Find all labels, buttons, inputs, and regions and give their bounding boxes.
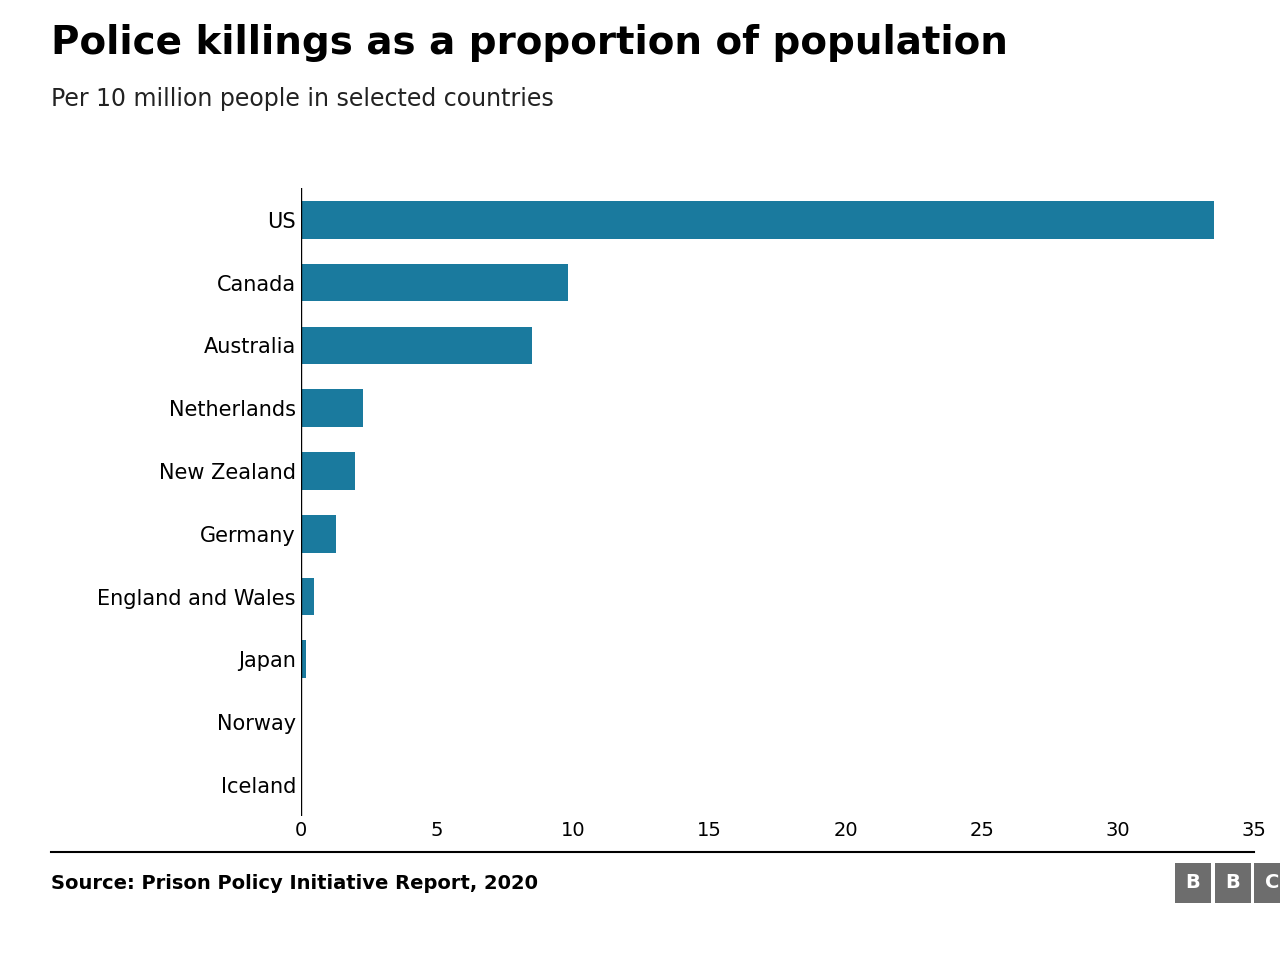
Bar	[301, 264, 568, 301]
Bar	[301, 201, 1213, 239]
Bar	[301, 578, 315, 615]
Bar	[301, 640, 306, 678]
Text: B: B	[1225, 873, 1240, 893]
Text: B: B	[1185, 873, 1201, 893]
Bar	[301, 515, 337, 553]
Text: Source: Prison Policy Initiative Report, 2020: Source: Prison Policy Initiative Report,…	[51, 874, 538, 894]
Text: Police killings as a proportion of population: Police killings as a proportion of popul…	[51, 24, 1009, 62]
Bar	[301, 327, 532, 364]
Text: Per 10 million people in selected countries: Per 10 million people in selected countr…	[51, 87, 554, 111]
Bar	[301, 452, 356, 490]
Bar	[301, 703, 302, 741]
Text: C: C	[1265, 873, 1280, 893]
Bar	[301, 389, 364, 427]
